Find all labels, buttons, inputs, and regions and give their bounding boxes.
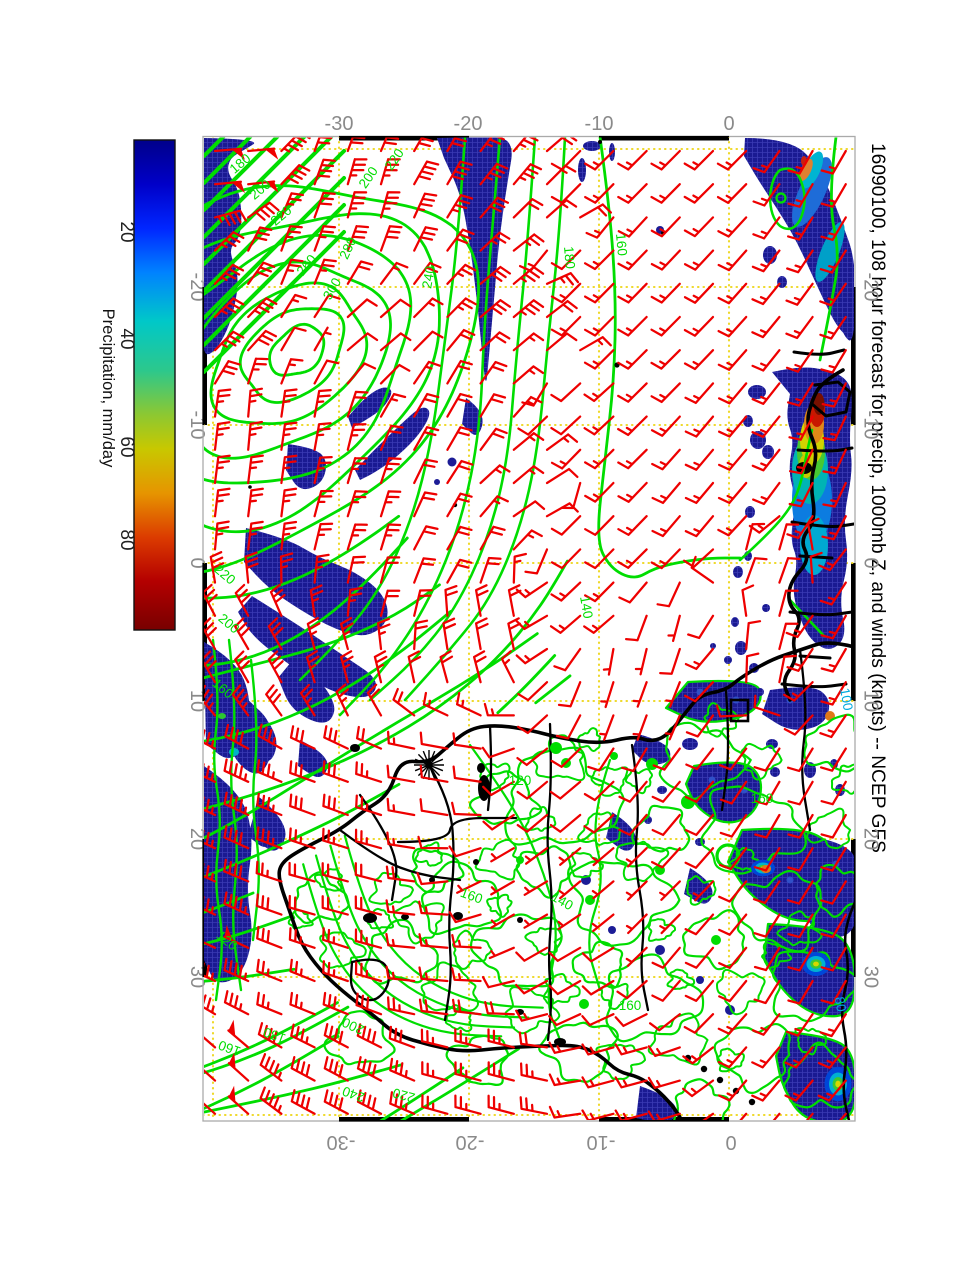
svg-text:80: 80 [116, 529, 137, 550]
svg-text:80: 80 [832, 996, 849, 1013]
svg-text:-20: -20 [860, 273, 882, 302]
svg-text:240: 240 [419, 265, 438, 290]
svg-text:20: 20 [116, 221, 137, 242]
svg-text:Precipitation, mm/day: Precipitation, mm/day [99, 309, 117, 468]
svg-text:-10: -10 [587, 1131, 616, 1153]
svg-text:160: 160 [751, 791, 774, 806]
svg-text:0: 0 [860, 557, 882, 568]
svg-text:120: 120 [509, 773, 532, 788]
svg-text:-20: -20 [454, 113, 483, 135]
svg-text:100: 100 [837, 687, 856, 712]
svg-text:-10: -10 [585, 113, 614, 135]
svg-text:220: 220 [391, 1085, 417, 1105]
svg-text:30: 30 [860, 966, 882, 988]
svg-text:240: 240 [340, 1083, 366, 1105]
svg-text:0: 0 [186, 557, 208, 568]
svg-text:0: 0 [725, 1131, 736, 1153]
svg-text:20: 20 [860, 828, 882, 850]
svg-text:10: 10 [860, 690, 882, 712]
svg-text:-30: -30 [327, 1131, 356, 1153]
svg-text:60: 60 [116, 436, 137, 457]
svg-text:140: 140 [577, 595, 596, 620]
svg-text:180: 180 [561, 246, 578, 270]
svg-text:-10: -10 [860, 411, 882, 440]
svg-text:160: 160 [619, 998, 642, 1013]
svg-text:-20: -20 [456, 1131, 485, 1153]
svg-text:180: 180 [261, 1024, 287, 1046]
svg-text:0: 0 [723, 113, 734, 135]
svg-text:160: 160 [613, 233, 630, 257]
svg-text:16090100, 108 hour forecast fo: 16090100, 108 hour forecast for precip, … [867, 143, 888, 853]
svg-text:-30: -30 [325, 113, 354, 135]
svg-text:40: 40 [116, 328, 137, 349]
svg-text:160: 160 [216, 1037, 242, 1059]
svg-text:160: 160 [458, 885, 484, 907]
